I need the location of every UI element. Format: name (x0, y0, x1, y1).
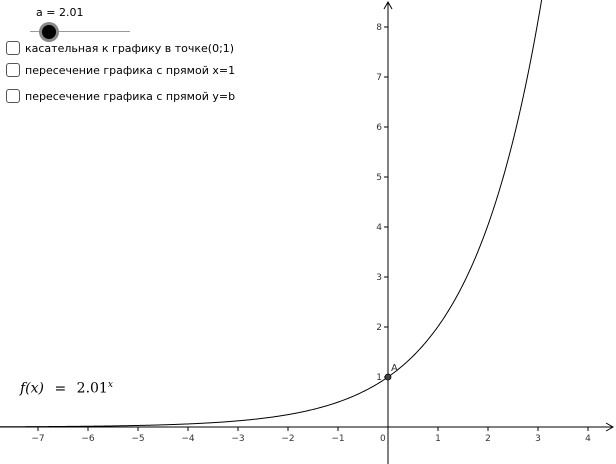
x-tick-label: 0 (380, 434, 386, 444)
x-tick-label: −5 (131, 434, 144, 444)
y-axis-arrow (383, 0, 393, 10)
x-tick-label: −6 (81, 434, 95, 444)
slider-handle[interactable] (42, 25, 56, 39)
y-tick-label: 5 (376, 173, 382, 183)
checkbox-tangent-label: касательная к графику в точке(0;1) (25, 41, 235, 55)
checkbox-x1-row[interactable]: пересечение графика с прямой x=1 (6, 62, 235, 78)
y-tick-label: 6 (376, 123, 382, 133)
slider-track[interactable] (30, 31, 130, 32)
function-curve[interactable] (0, 0, 549, 428)
y-tick-label: 3 (376, 273, 382, 283)
function-base: 2.01 (76, 380, 108, 397)
checkbox-yb-row[interactable]: пересечение графика с прямой y=b (6, 88, 235, 104)
x-tick-label: −1 (331, 434, 344, 444)
checkbox-intersect-x1-label: пересечение графика с прямой x=1 (25, 63, 236, 77)
x-axis-ticks: −7 −6 −5 −4 −3 −2 −1 0 1 2 3 4 (31, 427, 591, 444)
function-formula: f(x) = 2.01x (20, 380, 113, 397)
y-tick-label: 7 (376, 73, 382, 83)
x-tick-label: −4 (181, 434, 195, 444)
function-equals: = (54, 380, 67, 397)
checkbox-tangent-row[interactable]: касательная к графику в точке(0;1) (6, 40, 234, 56)
x-tick-label: 2 (485, 434, 491, 444)
x-tick-label: 1 (435, 434, 441, 444)
x-tick-label: −3 (231, 434, 244, 444)
y-axis-ticks: 1 2 3 4 5 6 7 8 (376, 23, 388, 383)
checkbox-intersect-yb-label: пересечение графика с прямой y=b (25, 89, 236, 103)
x-tick-label: −7 (31, 434, 44, 444)
x-tick-label: 3 (535, 434, 541, 444)
x-tick-label: −2 (281, 434, 294, 444)
point-a-label: A (391, 363, 398, 374)
checkbox-intersect-x1[interactable] (6, 63, 20, 77)
function-name: f(x) (20, 380, 45, 397)
y-tick-label: 8 (376, 23, 382, 33)
x-tick-label: 4 (585, 434, 591, 444)
y-tick-label: 1 (376, 373, 382, 383)
function-exponent: x (107, 380, 113, 390)
checkbox-intersect-yb[interactable] (6, 89, 20, 103)
slider-label: a = 2.01 (36, 6, 84, 19)
x-axis-arrow (605, 422, 615, 432)
point-a[interactable] (384, 373, 392, 381)
checkbox-tangent[interactable] (6, 41, 20, 55)
y-tick-label: 2 (376, 323, 382, 333)
y-tick-label: 4 (376, 223, 382, 233)
